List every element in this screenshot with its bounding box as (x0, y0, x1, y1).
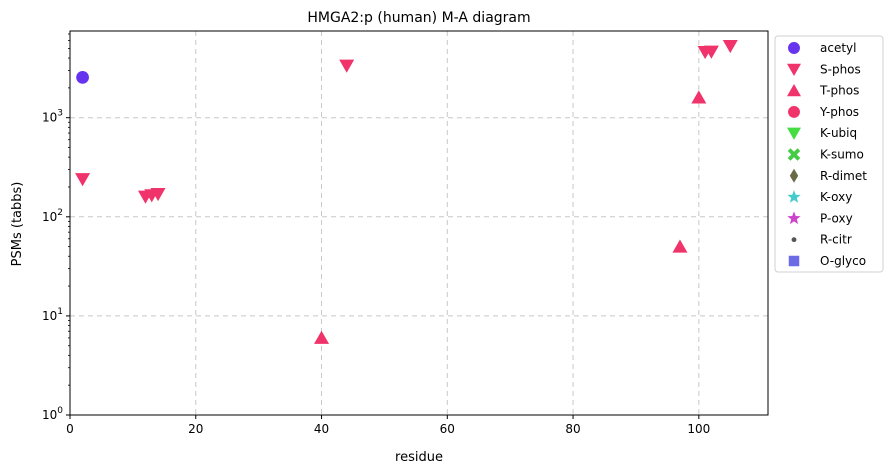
legend-label: acetyl (820, 41, 856, 55)
x-axis-label: residue (395, 450, 443, 465)
legend-label: K-ubiq (820, 126, 857, 140)
legend-marker (787, 63, 801, 76)
x-tick-label: 0 (66, 422, 74, 436)
data-point-s-phos (339, 59, 355, 73)
x-tick-label: 80 (565, 422, 580, 436)
legend-frame (774, 35, 884, 273)
legend-label: O-glyco (820, 254, 866, 268)
x-tick-label: 40 (314, 422, 329, 436)
x-tick-label: 20 (188, 422, 203, 436)
data-point-t-phos (314, 330, 330, 344)
legend-marker (787, 148, 801, 161)
y-tick-base: 10 (42, 210, 57, 224)
data-point-s-phos (722, 39, 738, 54)
y-tick-exponent: 2 (57, 208, 63, 218)
legend-label: K-oxy (820, 190, 852, 204)
legend-entry: K-oxy (787, 190, 852, 204)
data-point-s-phos (75, 173, 91, 187)
legend-marker (787, 211, 801, 225)
y-tick-label: 103 (42, 109, 63, 125)
legend-label: R-dimet (820, 169, 867, 183)
y-tick-exponent: 3 (57, 109, 63, 119)
legend-label: T-phos (819, 84, 859, 98)
y-tick-base: 10 (42, 408, 57, 422)
chart-title: HMGA2:p (human) M-A diagram (307, 10, 530, 26)
legend-entry: R-dimet (789, 168, 867, 183)
legend-entry: S-phos (787, 62, 861, 76)
legend-entry: T-phos (787, 84, 859, 98)
data-point-t-phos (691, 90, 707, 104)
legend-label: R-citr (820, 233, 852, 247)
legend-marker (787, 190, 801, 203)
legend-marker (788, 42, 800, 54)
legend-marker (791, 237, 797, 243)
legend-marker (789, 168, 799, 183)
y-tick-label: 102 (42, 208, 63, 224)
y-tick-exponent: 0 (57, 406, 63, 416)
data-point-t-phos (672, 239, 688, 253)
legend-entry: P-oxy (787, 211, 853, 225)
legend-label: S-phos (820, 62, 861, 76)
legend-entry: R-citr (791, 233, 852, 247)
grid-lines (70, 31, 768, 415)
legend-label: P-oxy (820, 211, 853, 225)
legend-marker (788, 105, 800, 118)
legend-marker (788, 255, 800, 267)
legend-label: Y-phos (819, 105, 859, 119)
data-point-acetyl (76, 71, 89, 84)
legend-entry: Y-phos (788, 105, 859, 119)
legend-label: K-sumo (820, 148, 864, 162)
x-tick-label: 100 (687, 422, 710, 436)
data-points (75, 39, 738, 344)
legend-entry: K-ubiq (787, 126, 857, 140)
plot-area-frame (69, 30, 769, 416)
y-tick-base: 10 (42, 309, 57, 323)
y-tick-label: 101 (42, 307, 63, 323)
x-tick-label: 60 (440, 422, 455, 436)
y-tick-exponent: 1 (57, 307, 63, 317)
data-point-s-phos (150, 187, 166, 202)
y-tick-label: 100 (42, 406, 63, 422)
legend: acetyl S-phos T-phos Y-phos K-ubiq K-sumo R-di… (774, 35, 884, 273)
legend-entry: O-glyco (788, 254, 866, 268)
data-point-s-phos (703, 45, 719, 59)
legend-marker (787, 83, 801, 97)
legend-marker (787, 127, 801, 140)
legend-entry: acetyl (788, 41, 856, 55)
y-axis-label: PSMs (tabbs) (10, 182, 25, 267)
legend-entry: K-sumo (787, 148, 864, 162)
y-tick-base: 10 (42, 111, 57, 125)
